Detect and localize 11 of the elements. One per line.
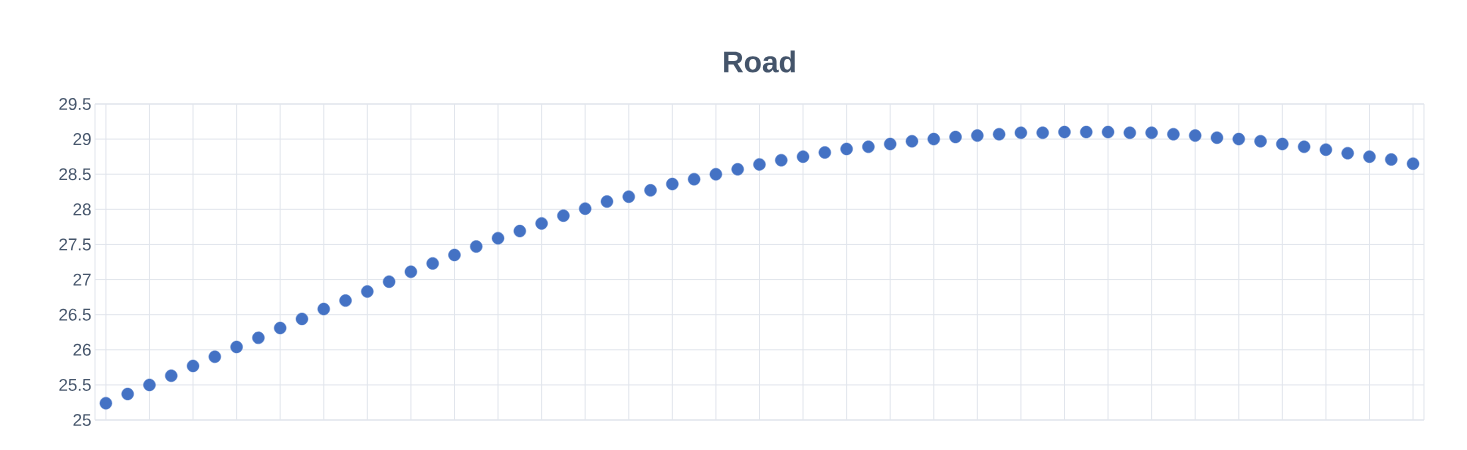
chart-title: Road — [724, 50, 795, 73]
y-tick-label: 26 — [73, 343, 91, 356]
y-tick-label: 25.5 — [59, 378, 91, 391]
y-tick-label: 28.5 — [59, 168, 91, 181]
y-tick-label: 29 — [73, 133, 91, 146]
y-tick-label: 29.5 — [59, 98, 91, 110]
y-tick-label: 27 — [73, 273, 91, 286]
y-tick-label: 25 — [73, 414, 91, 426]
y-tick-label: 26.5 — [59, 308, 91, 321]
y-tick-label: 27.5 — [59, 238, 91, 251]
y-tick-label: 28 — [73, 203, 91, 216]
